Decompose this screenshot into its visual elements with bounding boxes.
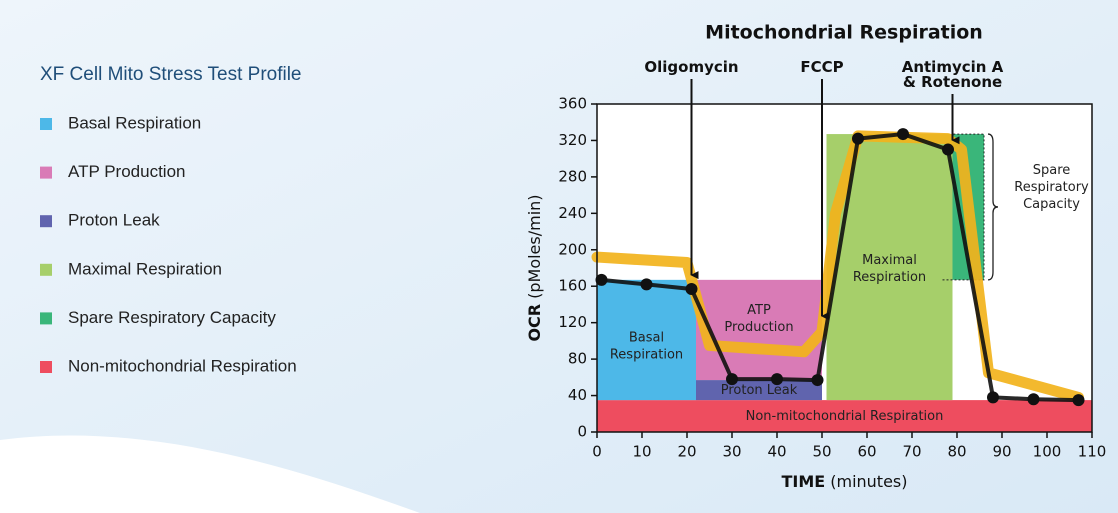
- panel-title: XF Cell Mito Stress Test Profile: [40, 64, 302, 85]
- ocr-point: [771, 373, 783, 385]
- region-label-line: Maximal: [862, 253, 917, 268]
- x-tick-label: 90: [992, 443, 1011, 461]
- legend-label: ATP Production: [68, 162, 186, 181]
- ocr-point: [987, 391, 999, 403]
- ocr-point: [942, 144, 954, 156]
- x-tick-label: 40: [767, 443, 786, 461]
- ocr-point: [812, 374, 824, 386]
- ocr-point: [852, 133, 864, 145]
- x-tick-label: 100: [1033, 443, 1062, 461]
- y-tick-label: 240: [558, 204, 587, 222]
- x-tick-label: 0: [592, 443, 602, 461]
- legend-label: Maximal Respiration: [68, 259, 222, 278]
- legend-swatch: [40, 312, 52, 324]
- legend-swatch: [40, 264, 52, 276]
- legend-swatch: [40, 215, 52, 227]
- region-label-line: Spare: [1033, 163, 1071, 178]
- y-tick-label: 320: [558, 131, 587, 149]
- x-tick-label: 80: [947, 443, 966, 461]
- x-tick-label: 60: [857, 443, 876, 461]
- x-axis-label-bold: TIME: [782, 472, 826, 491]
- y-tick-label: 0: [577, 423, 587, 441]
- legend-label: Proton Leak: [68, 211, 160, 230]
- x-tick-label: 30: [722, 443, 741, 461]
- y-tick-label: 80: [568, 350, 587, 368]
- y-axis-label: OCR (pMoles/min): [525, 194, 544, 341]
- x-axis-label: TIME(minutes): [782, 472, 908, 491]
- annotation-label-line: & Rotenone: [903, 73, 1002, 91]
- x-tick-label: 20: [677, 443, 696, 461]
- x-tick-label: 50: [812, 443, 831, 461]
- legend-swatch: [40, 167, 52, 179]
- annotation-label: Antimycin A& Rotenone: [902, 58, 1004, 91]
- region-label-line: Respiratory: [1014, 180, 1089, 195]
- ocr-point: [726, 373, 738, 385]
- y-tick-label: 120: [558, 313, 587, 331]
- ocr-point: [686, 283, 698, 295]
- ocr-point: [1028, 393, 1040, 405]
- ocr-point: [641, 278, 653, 290]
- y-tick-label: 280: [558, 167, 587, 185]
- ocr-point: [1073, 394, 1085, 406]
- y-tick-label: 160: [558, 277, 587, 295]
- annotation-label: Oligomycin: [644, 58, 738, 76]
- x-tick-label: 70: [902, 443, 921, 461]
- x-tick-label: 110: [1078, 443, 1107, 461]
- y-tick-label: 40: [568, 386, 587, 404]
- region-label-line: Production: [724, 320, 793, 335]
- region-label-line: Capacity: [1023, 197, 1080, 212]
- legend-label: Spare Respiratory Capacity: [68, 308, 276, 327]
- x-axis-label-unit: (minutes): [830, 472, 907, 491]
- region-label-line: Non-mitochondrial Respiration: [746, 409, 944, 424]
- y-axis-label-bold: OCR: [525, 304, 544, 342]
- annotation-label: FCCP: [800, 58, 843, 76]
- y-tick-label: 200: [558, 240, 587, 258]
- y-axis-label-unit: (pMoles/min): [525, 194, 544, 298]
- legend-swatch: [40, 361, 52, 373]
- legend-swatch: [40, 118, 52, 130]
- legend-label: Non-mitochondrial Respiration: [68, 356, 297, 375]
- annotation-label-line: Oligomycin: [644, 58, 738, 76]
- region-label: Non-mitochondrial Respiration: [746, 409, 944, 424]
- region-label-line: Respiration: [610, 347, 683, 362]
- legend-label: Basal Respiration: [68, 113, 201, 132]
- ocr-point: [897, 128, 909, 140]
- region-label-line: Basal: [629, 330, 664, 345]
- annotation-label-line: FCCP: [800, 58, 843, 76]
- x-tick-label: 10: [632, 443, 651, 461]
- chart-title: Mitochondrial Respiration: [705, 22, 983, 44]
- region-label-line: ATP: [747, 303, 771, 318]
- page: XF Cell Mito Stress Test Profile Basal R…: [0, 0, 1118, 513]
- region-label-line: Respiration: [853, 270, 926, 285]
- y-tick-label: 360: [558, 95, 587, 113]
